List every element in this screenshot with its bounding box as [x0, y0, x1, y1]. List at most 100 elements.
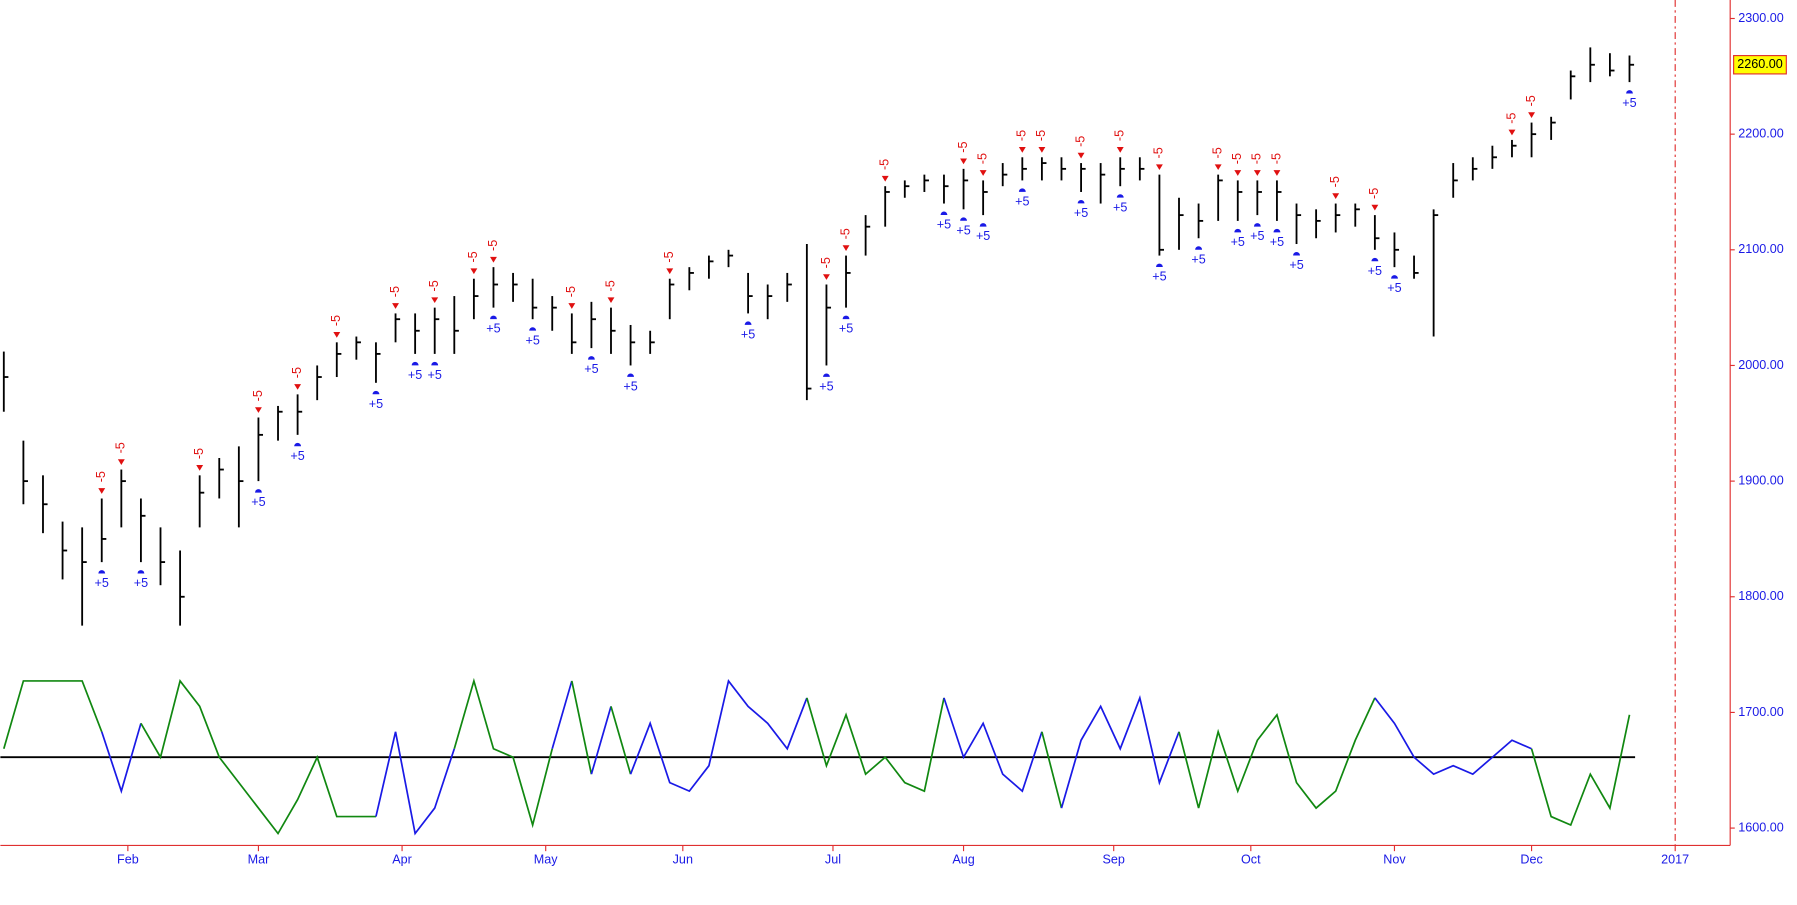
- buy-marker: [1293, 252, 1300, 256]
- buy-label: +5: [525, 333, 539, 347]
- x-tick-label: Jul: [825, 853, 841, 867]
- buy-label: +5: [486, 322, 500, 336]
- buy-label: +5: [1250, 229, 1264, 243]
- buy-label: +5: [741, 328, 755, 342]
- sell-label: -5: [192, 448, 206, 459]
- buy-marker: [372, 390, 380, 395]
- buy-label: +5: [408, 368, 422, 382]
- sell-label: -5: [114, 442, 128, 453]
- buy-marker: [1391, 275, 1398, 279]
- sell-marker: [1038, 146, 1046, 153]
- x-tick-label: Oct: [1241, 853, 1261, 867]
- sell-marker: [392, 303, 399, 309]
- sell-marker: [431, 297, 439, 304]
- sell-marker: [1077, 152, 1085, 159]
- sell-label: -5: [251, 390, 265, 401]
- x-tick-label: Feb: [117, 853, 139, 867]
- last-price-box: [1733, 55, 1787, 75]
- buy-marker: [411, 361, 419, 366]
- y-tick-label: 1900.00: [1738, 473, 1784, 487]
- buy-marker: [823, 373, 830, 377]
- buy-label: +5: [428, 368, 442, 382]
- oscillator-line: [590, 706, 612, 775]
- sell-marker: [568, 303, 576, 309]
- sell-marker: [1508, 129, 1516, 136]
- oscillator-line: [806, 697, 945, 793]
- x-tick-label: 2017: [1661, 853, 1689, 867]
- x-tick-label: Jun: [673, 853, 693, 867]
- oscillator-line: [453, 677, 554, 829]
- buy-marker: [1018, 188, 1026, 192]
- oscillator-line: [1060, 694, 1180, 809]
- sell-label: -5: [427, 280, 441, 291]
- buy-label: +5: [1191, 252, 1205, 266]
- sell-label: -5: [329, 315, 343, 326]
- x-tick-label: Nov: [1383, 853, 1406, 867]
- oscillator-line: [100, 723, 142, 795]
- sell-label: -5: [564, 286, 578, 297]
- sell-marker: [333, 332, 341, 338]
- oscillator-line: [2, 680, 103, 749]
- buy-label: +5: [1387, 281, 1401, 295]
- buy-label: +5: [95, 576, 109, 590]
- buy-label: +5: [290, 449, 304, 463]
- sell-marker: [1018, 146, 1026, 153]
- sell-label: -5: [662, 251, 676, 262]
- x-tick-label: May: [534, 853, 558, 867]
- sell-marker: [881, 175, 889, 182]
- oscillator-line: [1374, 697, 1532, 776]
- sell-label: -5: [1504, 113, 1518, 124]
- sell-marker: [1332, 193, 1340, 199]
- buy-marker: [979, 223, 987, 227]
- x-tick-label: Aug: [952, 853, 974, 867]
- sell-marker: [1253, 170, 1261, 176]
- sell-marker: [196, 465, 204, 471]
- sell-marker: [470, 268, 478, 275]
- sell-marker: [960, 158, 967, 165]
- x-tick-label: Dec: [1520, 853, 1542, 867]
- sell-label: -5: [1250, 153, 1264, 164]
- y-tick-label: 1600.00: [1738, 820, 1784, 834]
- buy-label: +5: [1231, 235, 1245, 249]
- buy-label: +5: [1622, 96, 1636, 110]
- sell-label: -5: [1230, 153, 1244, 164]
- buy-marker: [1195, 246, 1203, 250]
- buy-label: +5: [1289, 258, 1303, 272]
- sell-label: -5: [1113, 130, 1127, 141]
- sell-label: -5: [1524, 95, 1538, 106]
- buy-label: +5: [1152, 270, 1166, 284]
- buy-label: +5: [623, 380, 637, 394]
- last-price-label: 2260.00: [1737, 57, 1783, 71]
- sell-label: -5: [819, 257, 833, 268]
- oscillator-line: [1178, 697, 1376, 810]
- sell-marker: [666, 268, 674, 275]
- buy-label: +5: [1015, 195, 1029, 209]
- buy-label: +5: [1270, 235, 1284, 249]
- buy-label: +5: [369, 397, 383, 411]
- buy-label: +5: [976, 229, 990, 243]
- sell-label: -5: [1367, 188, 1381, 199]
- sell-marker: [98, 488, 106, 494]
- oscillator-line: [1530, 714, 1631, 827]
- buy-marker: [98, 570, 106, 574]
- sell-label: -5: [1269, 153, 1283, 164]
- oscillator-line: [375, 731, 456, 836]
- buy-marker: [254, 489, 262, 493]
- buy-marker: [294, 442, 302, 447]
- buy-label: +5: [134, 576, 148, 590]
- sell-label: -5: [1152, 147, 1166, 158]
- y-tick-label: 2200.00: [1738, 126, 1784, 140]
- buy-label: +5: [1074, 206, 1088, 220]
- buy-label: +5: [819, 380, 833, 394]
- buy-label: +5: [584, 362, 598, 376]
- y-tick-label: 1800.00: [1738, 589, 1784, 603]
- buy-marker: [1253, 223, 1261, 227]
- oscillator-line: [1041, 731, 1063, 809]
- sell-marker: [1528, 112, 1535, 119]
- sell-marker: [1116, 146, 1124, 153]
- buy-marker: [431, 361, 439, 366]
- sell-label: -5: [956, 141, 970, 152]
- oscillator-line: [140, 679, 376, 836]
